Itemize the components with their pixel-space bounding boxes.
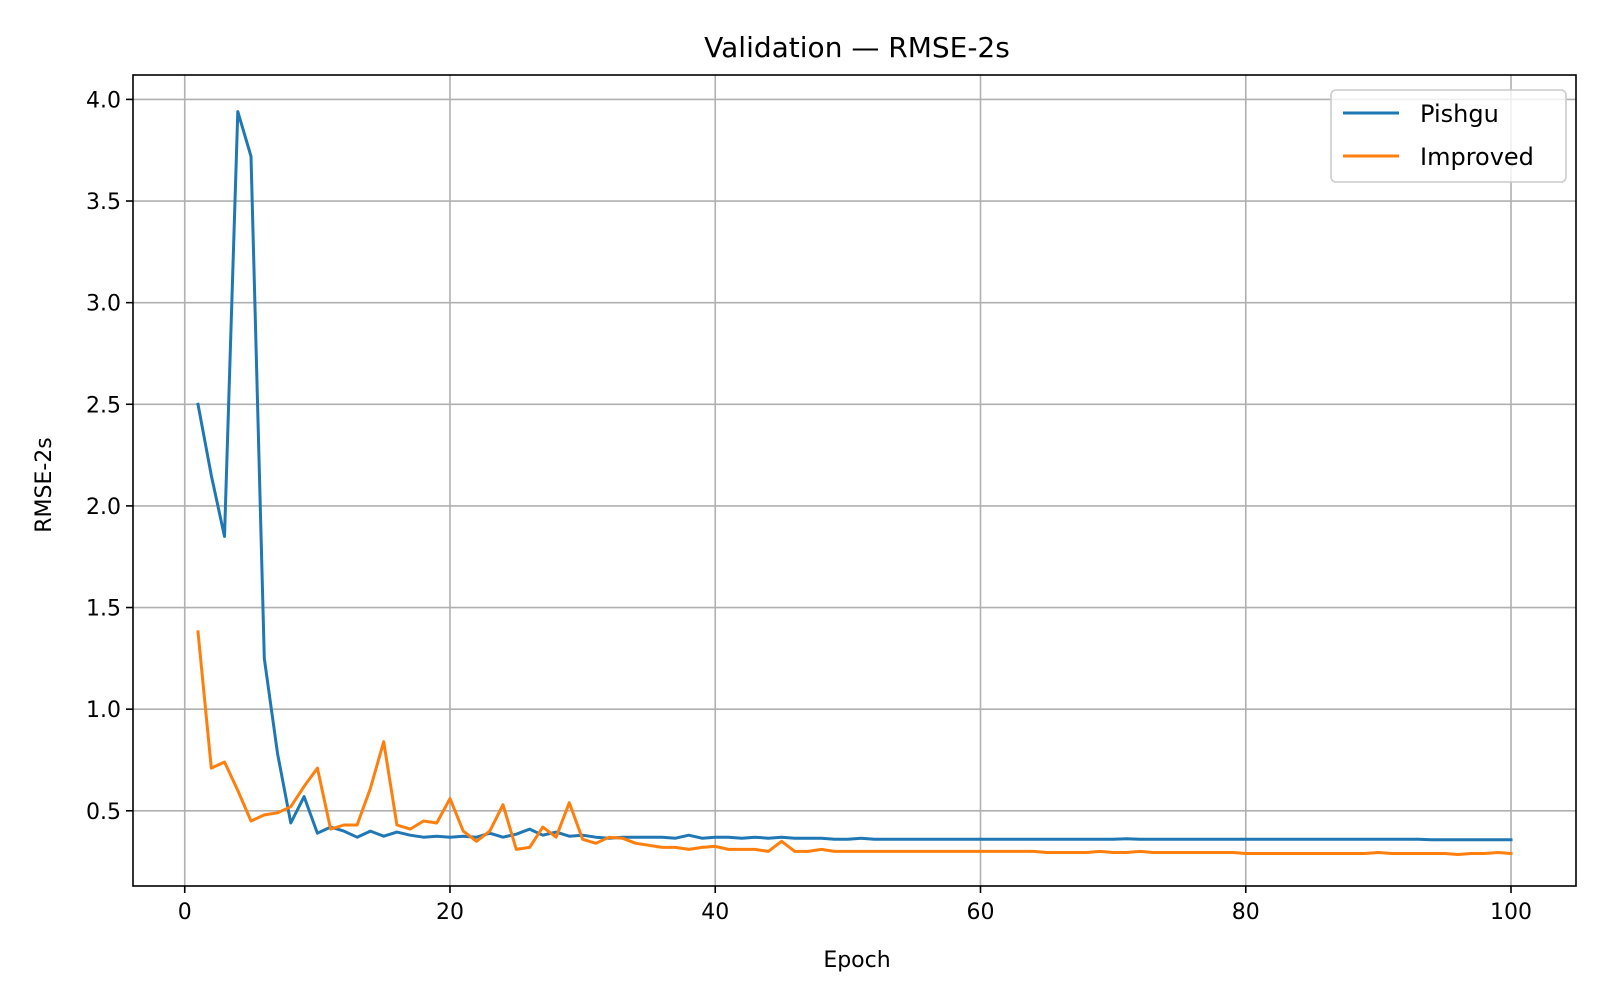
x-tick-label: 0 bbox=[178, 900, 192, 925]
grid-layer bbox=[133, 75, 1576, 886]
y-tick-label: 1.0 bbox=[86, 698, 121, 723]
x-tick-label: 80 bbox=[1232, 900, 1260, 925]
legend-label-improved: Improved bbox=[1420, 143, 1534, 171]
series-line-pishgu bbox=[196, 110, 1513, 842]
series-layer bbox=[196, 110, 1513, 856]
y-tick-label: 0.5 bbox=[86, 800, 121, 825]
y-tick-label: 2.0 bbox=[86, 495, 121, 520]
plot-frame bbox=[132, 74, 1577, 887]
y-tick-label: 2.5 bbox=[86, 393, 121, 418]
y-axis-label: RMSE-2s bbox=[32, 437, 57, 533]
legend: Pishgu Improved bbox=[1330, 89, 1567, 183]
y-tick-label: 1.5 bbox=[86, 597, 121, 622]
x-tick-label: 100 bbox=[1490, 900, 1532, 925]
y-tick-label: 3.0 bbox=[86, 292, 121, 317]
ticks-layer: 0 20 40 60 80 100 0.5 1.0 1.5 2.0 2.5 3.0 3.5 4.0 bbox=[86, 88, 1532, 925]
x-tick-label: 20 bbox=[436, 900, 464, 925]
x-tick-label: 40 bbox=[701, 900, 729, 925]
y-tick-label: 3.5 bbox=[86, 190, 121, 215]
series-line-improved bbox=[196, 630, 1513, 856]
x-axis-label: Epoch bbox=[823, 948, 890, 973]
chart-title: Validation — RMSE-2s bbox=[704, 31, 1010, 64]
y-tick-label: 4.0 bbox=[86, 88, 121, 113]
legend-label-pishgu: Pishgu bbox=[1420, 100, 1499, 128]
x-tick-label: 60 bbox=[966, 900, 994, 925]
